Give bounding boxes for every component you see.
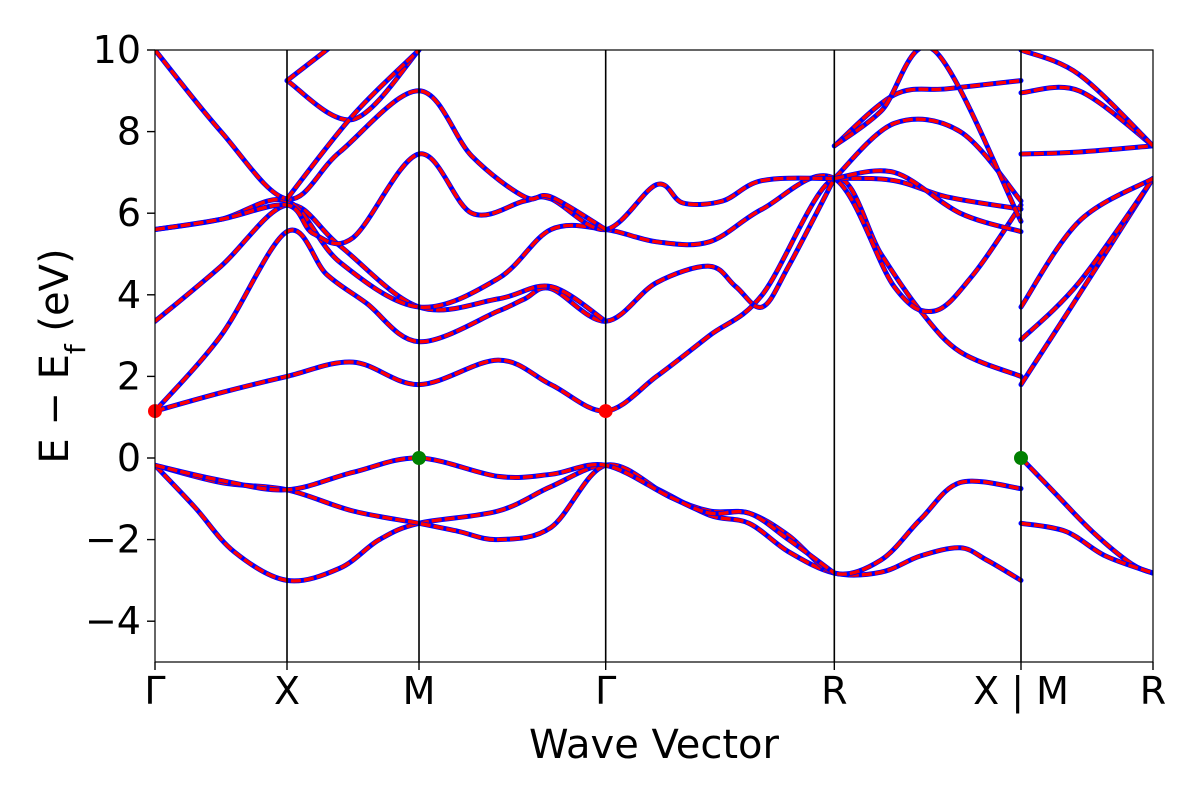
y-tick-label-2: 0 <box>117 436 141 480</box>
band-edge-markers <box>148 404 1028 465</box>
y-tick-label-4: 4 <box>117 273 141 317</box>
band-12-wannier <box>285 50 330 82</box>
x-tick-label-6: R <box>1140 669 1166 713</box>
band-7-dft <box>155 202 609 324</box>
band-17-wannier <box>833 50 1023 223</box>
y-axis-label-suffix: (eV) <box>32 248 78 344</box>
band-1-wannier <box>155 463 1022 576</box>
y-axis-label-subscript: f <box>59 343 92 354</box>
x-axis: Γ X M Γ R X | M R <box>144 662 1166 714</box>
band-edge-marker-2 <box>412 451 427 465</box>
band-5-wannier <box>155 176 1022 413</box>
band-19-dft <box>1018 176 1153 343</box>
band-11-wannier <box>286 50 421 122</box>
band-22-wannier <box>1020 85 1153 148</box>
y-axis-label-prefix: E − E <box>32 354 78 464</box>
band-20-wannier <box>1019 177 1153 308</box>
high-symmetry-lines <box>286 50 1022 662</box>
y-axis-label: E − Ef (eV) <box>32 248 92 463</box>
band-17-dft <box>831 50 1024 224</box>
y-tick-label-0: −4 <box>85 599 141 643</box>
y-tick-label-5: 6 <box>117 191 141 235</box>
band-20-dft <box>1018 176 1153 310</box>
x-tick-label-3: Γ <box>595 669 616 713</box>
x-tick-label-5: X | M <box>973 669 1069 714</box>
y-tick-label-1: −2 <box>85 518 141 562</box>
band-1-dft <box>155 462 1024 577</box>
y-tick-label-7: 10 <box>93 28 141 72</box>
band-10-wannier <box>155 50 607 231</box>
band-8-wannier <box>155 174 1023 314</box>
band-edge-marker-3 <box>1013 451 1028 465</box>
bands-layer <box>155 50 1153 584</box>
x-tick-label-4: R <box>821 669 847 713</box>
plot-frame <box>154 49 1154 663</box>
x-axis-label: Wave Vector <box>529 722 780 768</box>
band-2-dft <box>155 455 837 576</box>
x-tick-label-2: M <box>403 669 436 713</box>
band-16-wannier <box>834 169 1022 234</box>
band-23-wannier <box>1020 50 1153 148</box>
band-21-wannier <box>1020 144 1153 156</box>
x-tick-label-1: X <box>274 669 300 713</box>
band-4-wannier <box>1020 521 1153 575</box>
y-tick-label-3: 2 <box>117 354 141 398</box>
band-3-dft <box>1018 455 1153 576</box>
band-19-wannier <box>1019 177 1153 341</box>
band-13-wannier <box>285 50 421 200</box>
band-14-wannier <box>833 78 1022 148</box>
x-tick-label-0: Γ <box>144 669 165 713</box>
band-11-dft <box>284 50 422 123</box>
band-edge-marker-1 <box>598 404 613 419</box>
band-7-wannier <box>155 203 607 323</box>
y-axis: −4 −2 0 2 4 6 8 10 <box>85 28 155 643</box>
y-tick-label-6: 8 <box>117 110 141 154</box>
